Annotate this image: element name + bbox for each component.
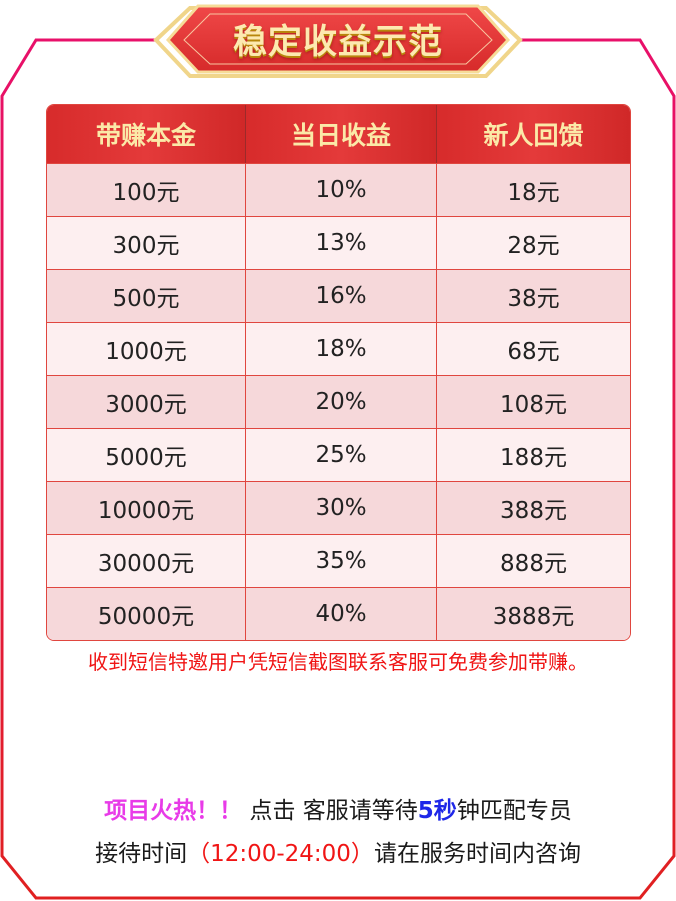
- cell-daily-yield: 30%: [246, 481, 437, 534]
- contact-text[interactable]: 点击 客服请等待: [242, 798, 418, 824]
- header-new-user-bonus: 新人回馈: [437, 105, 630, 163]
- cell-bonus: 38元: [437, 269, 630, 322]
- table-header-row: 带赚本金 当日收益 新人回馈: [47, 105, 630, 163]
- wait-seconds: 5秒: [417, 798, 457, 824]
- table-row: 50000元 40% 3888元: [47, 587, 630, 640]
- cell-daily-yield: 20%: [246, 375, 437, 428]
- table-row: 500元 16% 38元: [47, 269, 630, 322]
- match-text: 钟匹配专员: [456, 798, 572, 824]
- cell-bonus: 388元: [437, 481, 630, 534]
- cell-daily-yield: 16%: [246, 269, 437, 322]
- cell-principal: 300元: [47, 216, 246, 269]
- table-row: 100元 10% 18元: [47, 163, 630, 216]
- cell-principal: 500元: [47, 269, 246, 322]
- header-daily-yield: 当日收益: [246, 105, 437, 163]
- hours-label: 接待时间: [95, 841, 188, 867]
- hours-note: 请在服务时间内咨询: [373, 841, 581, 867]
- cell-bonus: 28元: [437, 216, 630, 269]
- footer-line-1: 项目火热！！ 点击 客服请等待5秒钟匹配专员: [0, 791, 676, 825]
- cell-principal: 5000元: [47, 428, 246, 481]
- table-row: 10000元 30% 388元: [47, 481, 630, 534]
- cell-daily-yield: 40%: [246, 587, 437, 640]
- cell-daily-yield: 25%: [246, 428, 437, 481]
- page-title: 稳定收益示范: [233, 22, 443, 62]
- earnings-table: 带赚本金 当日收益 新人回馈 100元 10% 18元 300元 13% 28元 500元 1…: [46, 104, 631, 641]
- cell-principal: 100元: [47, 163, 246, 216]
- table-row: 1000元 18% 68元: [47, 322, 630, 375]
- cell-bonus: 68元: [437, 322, 630, 375]
- cell-bonus: 3888元: [437, 587, 630, 640]
- cell-daily-yield: 35%: [246, 534, 437, 587]
- cell-daily-yield: 18%: [246, 322, 437, 375]
- hot-label: 项目火热！！: [104, 798, 243, 824]
- notice-text: 收到短信特邀用户凭短信截图联系客服可免费参加带赚。: [88, 650, 588, 674]
- cell-bonus: 188元: [437, 428, 630, 481]
- cell-daily-yield: 10%: [246, 163, 437, 216]
- cell-bonus: 18元: [437, 163, 630, 216]
- table-row: 5000元 25% 188元: [47, 428, 630, 481]
- service-hours: （12:00-24:00）: [187, 841, 374, 867]
- table-row: 300元 13% 28元: [47, 216, 630, 269]
- cell-principal: 30000元: [47, 534, 246, 587]
- cell-principal: 10000元: [47, 481, 246, 534]
- cell-principal: 3000元: [47, 375, 246, 428]
- table-row: 30000元 35% 888元: [47, 534, 630, 587]
- cell-principal: 50000元: [47, 587, 246, 640]
- title-badge: [153, 4, 523, 78]
- cell-bonus: 108元: [437, 375, 630, 428]
- header-principal: 带赚本金: [47, 105, 246, 163]
- footer-line-2: 接待时间（12:00-24:00）请在服务时间内咨询: [0, 834, 676, 868]
- cell-principal: 1000元: [47, 322, 246, 375]
- table-row: 3000元 20% 108元: [47, 375, 630, 428]
- cell-daily-yield: 13%: [246, 216, 437, 269]
- cell-bonus: 888元: [437, 534, 630, 587]
